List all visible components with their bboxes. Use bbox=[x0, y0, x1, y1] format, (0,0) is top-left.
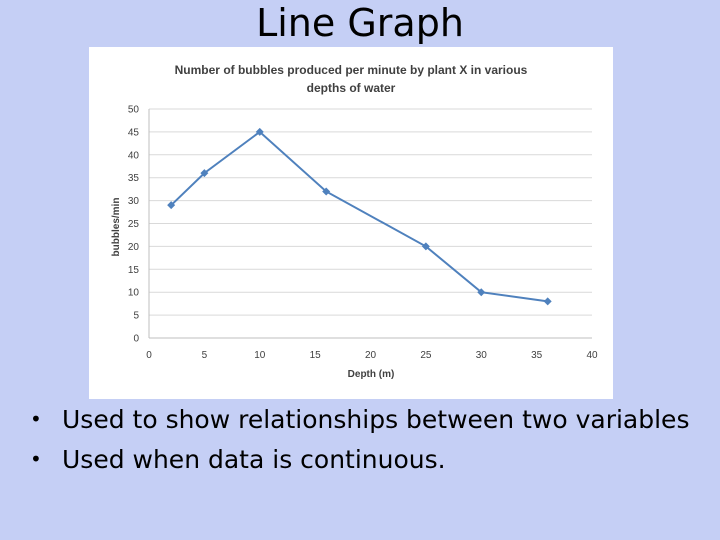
y-tick-label: 40 bbox=[128, 150, 140, 161]
bullet-text: Used when data is continuous. bbox=[62, 445, 446, 474]
bullet-text: Used to show relationships between two v… bbox=[62, 405, 690, 434]
data-point-marker bbox=[543, 297, 552, 306]
y-tick-label: 45 bbox=[128, 127, 140, 138]
series-line bbox=[170, 130, 548, 303]
chart-panel: Number of bubbles produced per minute by… bbox=[89, 47, 613, 399]
y-axis-label: bubbles/min bbox=[111, 198, 122, 257]
x-tick-label: 25 bbox=[420, 350, 432, 361]
y-tick-label: 50 bbox=[128, 105, 140, 116]
line-chart: Number of bubbles produced per minute by… bbox=[111, 63, 598, 380]
data-point-marker bbox=[477, 288, 486, 297]
data-point-marker bbox=[421, 242, 430, 251]
x-tick-label: 0 bbox=[146, 350, 152, 361]
chart-title-line-1: Number of bubbles produced per minute by… bbox=[175, 63, 528, 77]
y-tick-label: 30 bbox=[128, 196, 140, 207]
x-tick-label: 5 bbox=[202, 350, 208, 361]
grid-lines bbox=[149, 108, 592, 316]
x-tick-label: 30 bbox=[476, 350, 488, 361]
tick-labels: 0 5 10 15 20 25 30 35 40 45 50 0 5 10 15 20 25 30 35 40 bbox=[128, 105, 598, 362]
axes bbox=[148, 109, 592, 339]
y-tick-label: 5 bbox=[133, 311, 139, 322]
y-tick-label: 10 bbox=[128, 288, 140, 299]
series bbox=[167, 127, 552, 306]
y-tick-label: 15 bbox=[128, 265, 140, 276]
data-point-marker bbox=[322, 187, 331, 196]
bullet-dot-icon: • bbox=[30, 447, 42, 471]
x-tick-label: 40 bbox=[586, 350, 598, 361]
y-tick-label: 20 bbox=[128, 242, 140, 253]
x-tick-label: 15 bbox=[310, 350, 322, 361]
bullet-list: • Used to show relationships between two … bbox=[30, 404, 700, 484]
data-point-marker bbox=[200, 169, 209, 178]
y-tick-label: 35 bbox=[128, 173, 140, 184]
x-tick-label: 35 bbox=[531, 350, 543, 361]
x-tick-label: 20 bbox=[365, 350, 377, 361]
bullet-item: • Used to show relationships between two … bbox=[30, 404, 700, 435]
x-tick-label: 10 bbox=[254, 350, 266, 361]
data-point-marker bbox=[167, 201, 176, 210]
y-tick-label: 0 bbox=[133, 334, 139, 345]
x-axis-label: Depth (m) bbox=[348, 369, 395, 380]
bullet-dot-icon: • bbox=[30, 407, 42, 431]
y-tick-label: 25 bbox=[128, 219, 140, 230]
bullet-item: • Used when data is continuous. bbox=[30, 444, 700, 475]
chart-title-line-2: depths of water bbox=[307, 81, 396, 95]
slide-title: Line Graph bbox=[256, 1, 464, 45]
